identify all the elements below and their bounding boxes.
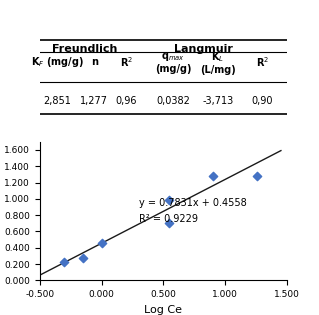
Point: [211, 174, 216, 179]
X-axis label: Log Ce: Log Ce: [145, 305, 182, 315]
Point: [62, 259, 67, 264]
Text: 0,0382: 0,0382: [156, 96, 190, 106]
Text: R$^2$: R$^2$: [256, 55, 269, 69]
Point: [167, 198, 172, 203]
Text: 0,96: 0,96: [116, 96, 137, 106]
Text: Langmuir: Langmuir: [174, 44, 233, 54]
Text: K$_F$ (mg/g): K$_F$ (mg/g): [31, 55, 84, 69]
Text: q$_{max}$
(mg/g): q$_{max}$ (mg/g): [155, 51, 192, 74]
Text: R$^2$: R$^2$: [120, 55, 133, 69]
Point: [254, 174, 259, 179]
Point: [167, 221, 172, 226]
Text: 0,90: 0,90: [252, 96, 273, 106]
Text: R² = 0.9229: R² = 0.9229: [139, 214, 198, 224]
Text: n: n: [91, 57, 98, 67]
Text: -3,713: -3,713: [202, 96, 234, 106]
Point: [80, 255, 85, 260]
Text: 1,277: 1,277: [80, 96, 108, 106]
Text: 2,851: 2,851: [43, 96, 71, 106]
Text: Freundlich: Freundlich: [52, 44, 117, 54]
Text: y = 0.7831x + 0.4558: y = 0.7831x + 0.4558: [139, 198, 247, 208]
Point: [99, 241, 104, 246]
Text: K$_L$
(L/mg): K$_L$ (L/mg): [200, 50, 236, 75]
